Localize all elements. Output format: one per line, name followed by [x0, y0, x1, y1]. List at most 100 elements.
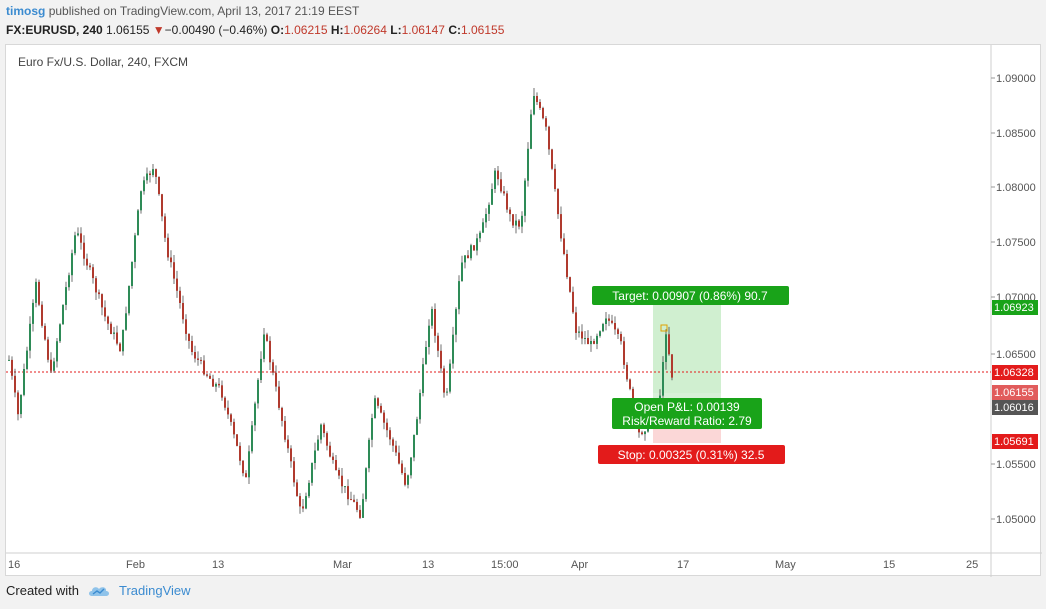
- candle-body: [443, 368, 445, 393]
- candle-body: [152, 169, 154, 176]
- chart-title: Euro Fx/U.S. Dollar, 240, FXCM: [18, 55, 188, 69]
- candle-body: [404, 473, 406, 485]
- candle-body: [68, 275, 70, 288]
- position-handle[interactable]: [660, 324, 668, 332]
- candle-body: [497, 170, 499, 180]
- candle-body: [545, 118, 547, 127]
- candle-body: [233, 421, 235, 435]
- candle-body: [173, 262, 175, 279]
- candle-body: [266, 334, 268, 341]
- candle-body: [224, 397, 226, 408]
- chart-panel[interactable]: Euro Fx/U.S. Dollar, 240, FXCM 1.09000 1…: [5, 44, 1042, 577]
- candle-body: [503, 191, 505, 194]
- candle-body: [359, 509, 361, 518]
- candle-body: [86, 258, 88, 266]
- candle-body: [182, 303, 184, 320]
- candle-body: [278, 386, 280, 408]
- time-axis[interactable]: 16 Feb 13 Mar 13 15:00 Apr 17 May 15 25: [8, 559, 978, 571]
- candle-body: [23, 369, 25, 395]
- candle-body: [98, 292, 100, 295]
- candle-body: [245, 473, 247, 478]
- candle-body: [557, 188, 559, 215]
- candle-body: [314, 450, 316, 463]
- candle-body: [512, 214, 514, 226]
- candle-body: [20, 394, 22, 415]
- candle-body: [41, 304, 43, 326]
- candle-body: [227, 407, 229, 415]
- candle-body: [434, 309, 436, 336]
- change-value: −0.00490 (−0.46%): [164, 23, 268, 37]
- candle-body: [596, 335, 598, 344]
- candle-body: [17, 392, 19, 415]
- candle-body: [230, 414, 232, 422]
- time-label: Apr: [571, 559, 588, 571]
- candle-body: [440, 350, 442, 369]
- candle-body: [623, 341, 625, 365]
- time-label: 13: [212, 559, 224, 571]
- pnl-label-box[interactable]: [612, 398, 762, 429]
- price-tick: 1.07500: [996, 237, 1036, 249]
- candle-body: [548, 126, 550, 150]
- candle-body: [122, 329, 124, 352]
- candle-body: [332, 456, 334, 460]
- target-label-box[interactable]: [592, 286, 789, 305]
- candle-body: [665, 334, 667, 362]
- candle-body: [131, 261, 133, 286]
- candle-body: [143, 180, 145, 192]
- price-axis[interactable]: 1.09000 1.08500 1.08000 1.07500 1.07000 …: [996, 73, 1036, 526]
- candle-body: [251, 425, 253, 452]
- tradingview-link[interactable]: TradingView: [118, 583, 191, 598]
- candle-body: [554, 168, 556, 189]
- low-label: L:: [390, 23, 402, 37]
- symbol-info: FX:EURUSD, 240 1.06155 ▼−0.00490 (−0.46%…: [6, 23, 504, 37]
- candle-body: [455, 309, 457, 335]
- target-zone[interactable]: [653, 305, 721, 393]
- candle-body: [341, 475, 343, 487]
- risk-reward-label: Risk/Reward Ratio: 2.79: [622, 414, 752, 428]
- candle-body: [263, 334, 265, 359]
- stop-label-box[interactable]: [598, 445, 785, 464]
- price-badge-text: 1.06155: [994, 387, 1034, 399]
- candle-body: [515, 220, 517, 226]
- candle-body: [317, 439, 319, 451]
- candle-body: [146, 173, 148, 181]
- candle-body: [641, 432, 643, 435]
- price-chart[interactable]: Euro Fx/U.S. Dollar, 240, FXCM 1.09000 1…: [6, 45, 1042, 577]
- candle-body: [644, 431, 646, 435]
- open-label: O:: [270, 23, 285, 37]
- candle-body: [221, 385, 223, 398]
- candle-body: [62, 304, 64, 325]
- candle-body: [599, 331, 601, 336]
- candle-body: [488, 204, 490, 214]
- author-link[interactable]: timosg: [6, 4, 46, 18]
- candle-body: [209, 375, 211, 379]
- candle-body: [464, 255, 466, 263]
- candle-body: [164, 216, 166, 238]
- candle-body: [305, 496, 307, 509]
- price-axis-tickmarks: [991, 77, 995, 520]
- candle-body: [26, 350, 28, 369]
- candle-body: [527, 148, 529, 181]
- footer: Created with TradingView: [6, 583, 191, 598]
- candle-body: [476, 238, 478, 251]
- candle-body: [491, 189, 493, 205]
- candle-body: [179, 290, 181, 303]
- header: timosg published on TradingView.com, Apr…: [0, 0, 1046, 44]
- candle-body: [566, 254, 568, 278]
- candle-body: [188, 333, 190, 341]
- candle-body: [569, 277, 571, 292]
- candle-body: [206, 374, 208, 376]
- candle-body: [473, 245, 475, 251]
- candle-body: [389, 430, 391, 440]
- time-label: Feb: [126, 559, 145, 571]
- candle-body: [407, 475, 409, 485]
- candle-body: [467, 255, 469, 259]
- tradingview-cloud-icon: [88, 586, 109, 596]
- candle-body: [269, 340, 271, 363]
- candle-body: [530, 114, 532, 149]
- candle-body: [284, 420, 286, 440]
- candle-body: [11, 359, 13, 376]
- candle-body: [203, 360, 205, 375]
- candle-body: [89, 265, 91, 268]
- candle-body: [419, 393, 421, 420]
